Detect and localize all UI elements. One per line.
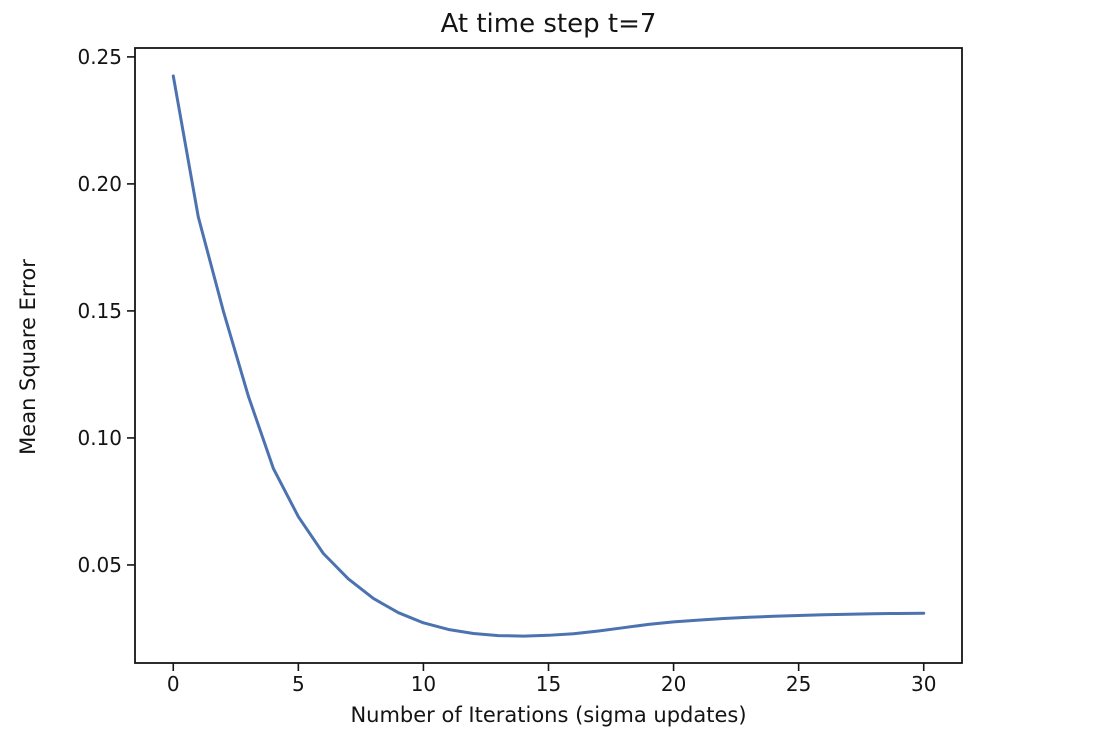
x-tick-label: 15 [536,672,561,696]
y-tick-label: 0.05 [77,553,122,577]
x-tick-label: 30 [911,672,936,696]
axes-frame [134,47,963,664]
chart-title: At time step t=7 [440,9,657,39]
x-axis-label: Number of Iterations (sigma updates) [350,703,747,727]
y-tick-label: 0.25 [77,45,122,69]
x-tick-label: 5 [292,672,305,696]
x-tick-label: 10 [411,672,436,696]
y-tick-label: 0.15 [77,299,122,323]
x-tick-label: 25 [786,672,811,696]
y-tick-label: 0.20 [77,172,122,196]
x-tick-label: 0 [167,672,180,696]
mse-line [171,74,926,638]
y-tick-label: 0.10 [77,426,122,450]
x-tick-label: 20 [661,672,686,696]
